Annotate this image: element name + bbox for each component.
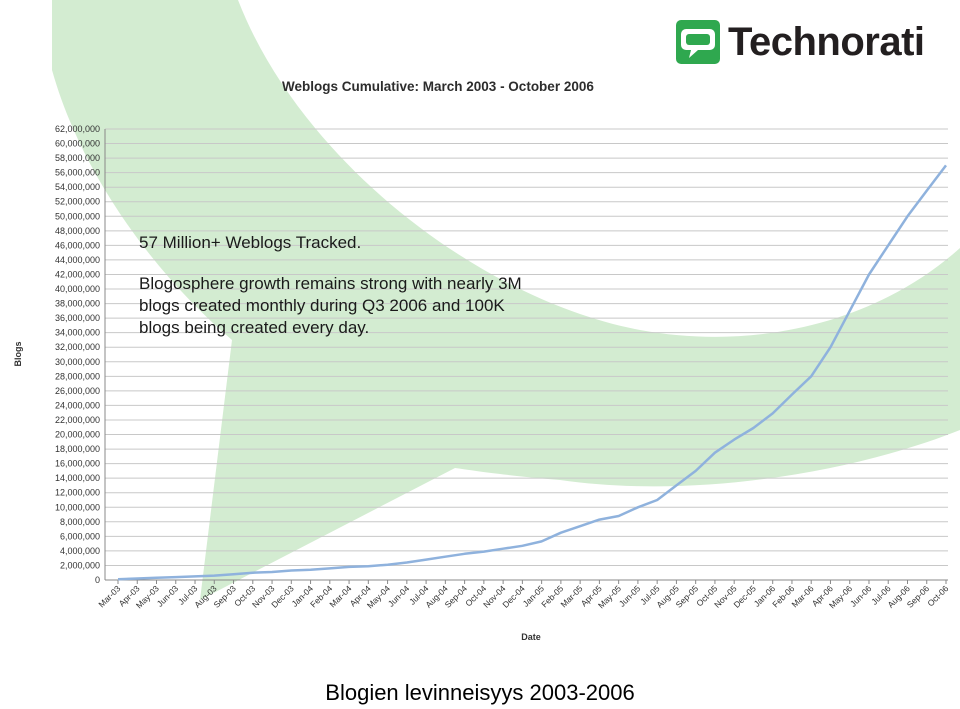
green-swoosh-shape (52, 0, 960, 600)
y-tick-label: 6,000,000 (60, 531, 100, 541)
x-axis-label: Date (521, 632, 541, 642)
x-tick-label: Sep-06 (905, 583, 932, 610)
annotation-headline: 57 Million+ Weblogs Tracked. (139, 233, 362, 252)
x-tick-label: Mar-05 (558, 583, 584, 609)
x-tick-label: Sep-03 (211, 583, 238, 610)
chart-title: Weblogs Cumulative: March 2003 - October… (282, 79, 594, 94)
x-axis-ticks: Mar-03Apr-03May-03Jun-03Jul-03Aug-03Sep-… (96, 580, 951, 610)
x-tick-label: Dec-03 (269, 583, 296, 610)
x-tick-label: Jun-06 (848, 583, 874, 609)
technorati-wordmark: Technorati (728, 20, 925, 64)
y-tick-label: 32,000,000 (55, 342, 100, 352)
y-tick-label: 54,000,000 (55, 182, 100, 192)
annotation-line: Blogosphere growth remains strong with n… (139, 274, 522, 293)
y-tick-label: 38,000,000 (55, 299, 100, 309)
series-line-weblogs (117, 164, 947, 581)
y-tick-label: 30,000,000 (55, 357, 100, 367)
y-tick-label: 12,000,000 (55, 488, 100, 498)
y-tick-label: 4,000,000 (60, 546, 100, 556)
y-axis-label: Blogs (13, 341, 23, 366)
y-tick-label: 60,000,000 (55, 139, 100, 149)
y-tick-label: 34,000,000 (55, 328, 100, 338)
y-tick-label: 26,000,000 (55, 386, 100, 396)
annotation-body: Blogosphere growth remains strong with n… (139, 273, 522, 339)
y-tick-label: 52,000,000 (55, 197, 100, 207)
y-tick-label: 8,000,000 (60, 517, 100, 527)
technorati-logo-mark-icon (676, 20, 720, 64)
y-tick-label: 62,000,000 (55, 124, 100, 134)
technorati-logo: Technorati (676, 20, 925, 64)
y-tick-label: 58,000,000 (55, 153, 100, 163)
x-tick-label: Jun-04 (386, 583, 412, 609)
y-tick-label: 36,000,000 (55, 313, 100, 323)
x-tick-label: Dec-05 (731, 583, 758, 610)
y-tick-label: 56,000,000 (55, 168, 100, 178)
y-tick-label: 20,000,000 (55, 430, 100, 440)
y-tick-label: 16,000,000 (55, 459, 100, 469)
y-axis-ticks: 0 2,000,000 4,000,000 6,000,000 8,000,000 10,… (55, 124, 100, 585)
x-tick-label: Jun-05 (617, 583, 643, 609)
y-tick-label: 46,000,000 (55, 240, 100, 250)
annotation-line: blogs being created every day. (139, 318, 370, 337)
y-tick-label: 50,000,000 (55, 211, 100, 221)
y-tick-label: 24,000,000 (55, 400, 100, 410)
x-tick-label: Mar-06 (790, 583, 816, 609)
gridlines (105, 128, 948, 566)
y-tick-label: 42,000,000 (55, 269, 100, 279)
y-tick-label: 14,000,000 (55, 473, 100, 483)
y-tick-label: 10,000,000 (55, 502, 100, 512)
y-tick-label: 22,000,000 (55, 415, 100, 425)
y-tick-label: 28,000,000 (55, 371, 100, 381)
x-tick-label: Sep-04 (443, 583, 470, 610)
annotation-line: blogs created monthly during Q3 2006 and… (139, 296, 505, 315)
x-tick-label: Mar-03 (96, 583, 122, 609)
y-tick-label: 0 (95, 575, 100, 585)
y-tick-label: 48,000,000 (55, 226, 100, 236)
x-tick-label: Jun-03 (155, 583, 181, 609)
x-tick-label: Dec-04 (500, 583, 527, 610)
y-tick-label: 2,000,000 (60, 560, 100, 570)
x-tick-label: Sep-05 (674, 583, 701, 610)
x-tick-label: Mar-04 (327, 583, 353, 609)
x-tick-label: Oct-06 (925, 583, 950, 608)
y-tick-label: 44,000,000 (55, 255, 100, 265)
slide-caption: Blogien levinneisyys 2003-2006 (325, 680, 635, 705)
y-tick-label: 40,000,000 (55, 284, 100, 294)
y-tick-label: 18,000,000 (55, 444, 100, 454)
